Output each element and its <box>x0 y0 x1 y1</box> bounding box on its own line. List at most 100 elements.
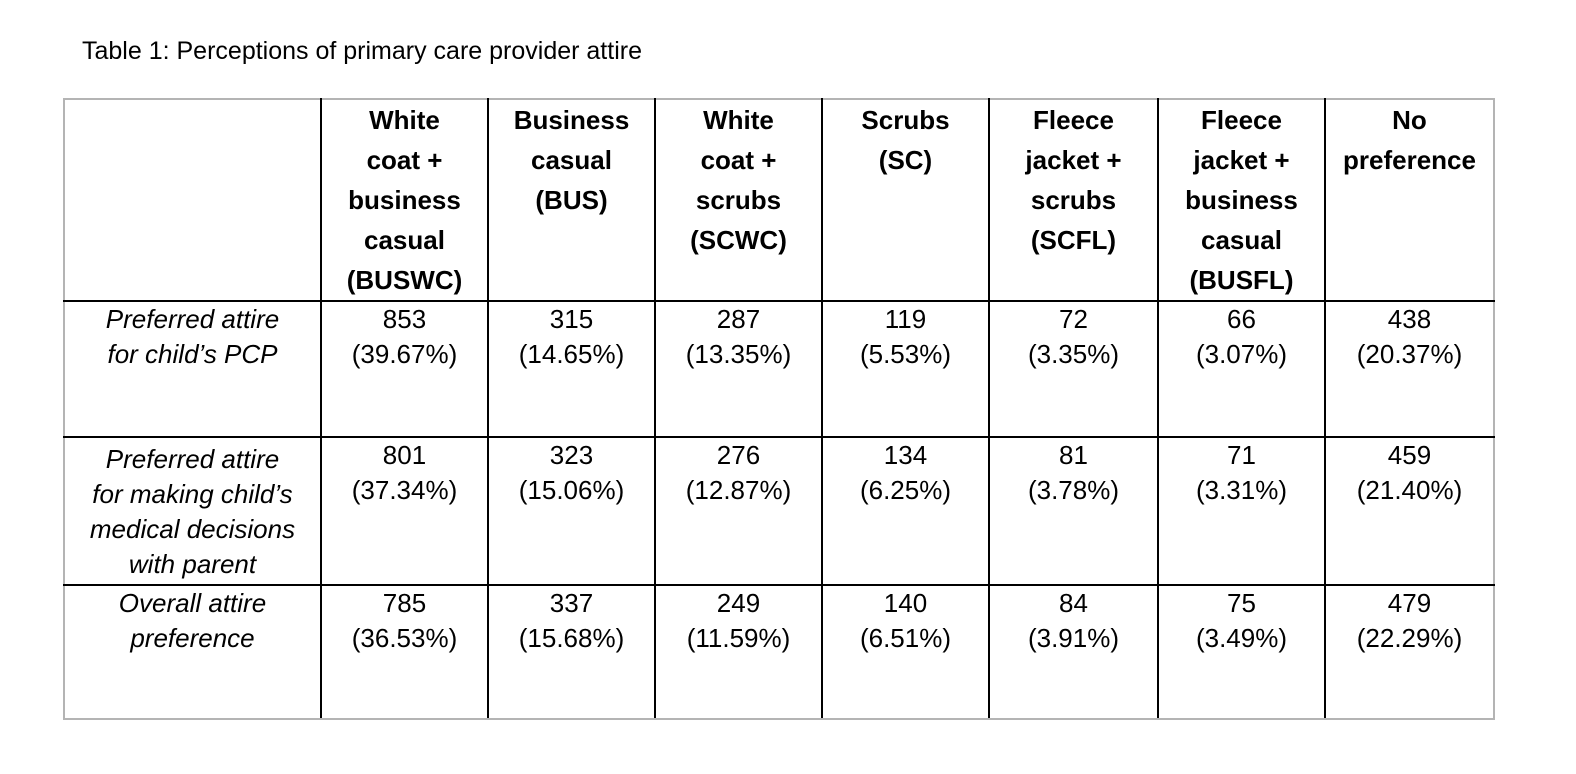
table-cell: 134 (6.25%) <box>821 436 990 586</box>
cell-count: 119 <box>884 304 927 334</box>
empty-corner-cell <box>63 98 322 302</box>
column-header-no-preference: No preference <box>1324 98 1495 302</box>
header-text: business <box>1185 185 1298 215</box>
header-text: preference <box>1343 145 1476 175</box>
table-cell: 459 (21.40%) <box>1324 436 1495 586</box>
cell-percent: (3.35%) <box>1027 339 1120 369</box>
header-text: Fleece <box>1201 105 1282 135</box>
cell-percent: (36.53%) <box>351 623 458 653</box>
table-row: Overall attire preference 785 (36.53%) 33… <box>63 584 1495 720</box>
attire-preference-table: White coat + business casual (BUSWC) Bus… <box>63 98 1495 720</box>
table-cell: 337 (15.68%) <box>487 584 656 720</box>
header-text: jacket + <box>1025 145 1122 175</box>
header-text: business <box>348 185 461 215</box>
cell-count: 785 <box>382 588 427 618</box>
cell-count: 853 <box>382 304 427 334</box>
header-text: Scrubs <box>861 105 950 135</box>
table-cell: 801 (37.34%) <box>320 436 489 586</box>
row-label-text: preference <box>130 623 255 653</box>
cell-percent: (3.91%) <box>1027 623 1120 653</box>
table-cell: 140 (6.51%) <box>821 584 990 720</box>
cell-count: 71 <box>1227 440 1256 470</box>
cell-percent: (3.07%) <box>1195 339 1288 369</box>
column-header-bus: Business casual (BUS) <box>487 98 656 302</box>
row-label-text: Preferred attire <box>105 444 280 474</box>
cell-count: 479 <box>1387 588 1432 618</box>
table-cell: 287 (13.35%) <box>654 300 823 438</box>
row-label-text: medical decisions <box>89 514 296 544</box>
table-cell: 785 (36.53%) <box>320 584 489 720</box>
header-text: Fleece <box>1033 105 1114 135</box>
table-cell: 119 (5.53%) <box>821 300 990 438</box>
table-cell: 84 (3.91%) <box>988 584 1159 720</box>
cell-percent: (39.67%) <box>351 339 458 369</box>
cell-count: 337 <box>549 588 594 618</box>
table-cell: 479 (22.29%) <box>1324 584 1495 720</box>
header-text: No <box>1392 105 1427 135</box>
table-cell: 853 (39.67%) <box>320 300 489 438</box>
table-caption: Table 1: Perceptions of primary care pro… <box>82 37 642 65</box>
cell-count: 315 <box>549 304 594 334</box>
cell-percent: (15.06%) <box>518 475 625 505</box>
header-text: scrubs <box>1030 185 1117 215</box>
header-text: (BUSFL) <box>1189 265 1294 295</box>
header-text: casual <box>1201 225 1282 255</box>
cell-count: 140 <box>883 588 928 618</box>
cell-percent: (15.68%) <box>518 623 625 653</box>
cell-count: 84 <box>1059 588 1088 618</box>
cell-count: 287 <box>716 304 761 334</box>
column-header-busfl: Fleece jacket + business casual (BUSFL) <box>1157 98 1326 302</box>
cell-percent: (14.65%) <box>518 339 625 369</box>
table-header-row: White coat + business casual (BUSWC) Bus… <box>63 98 1495 302</box>
cell-percent: (3.31%) <box>1195 475 1288 505</box>
cell-count: 72 <box>1059 304 1088 334</box>
cell-percent: (3.78%) <box>1027 475 1120 505</box>
header-text: (BUSWC) <box>346 265 463 295</box>
header-text: coat + <box>366 145 443 175</box>
header-text: (SC) <box>878 145 933 175</box>
row-label-child-pcp: Preferred attire for child’s PCP <box>63 300 322 438</box>
cell-percent: (22.29%) <box>1356 623 1463 653</box>
cell-percent: (12.87%) <box>685 475 792 505</box>
cell-percent: (3.49%) <box>1195 623 1288 653</box>
cell-count: 75 <box>1227 588 1256 618</box>
cell-percent: (6.51%) <box>859 623 952 653</box>
cell-percent: (11.59%) <box>686 623 791 653</box>
header-text: casual <box>531 145 612 175</box>
header-text: White <box>703 105 774 135</box>
cell-count: 459 <box>1387 440 1432 470</box>
cell-count: 81 <box>1059 440 1088 470</box>
header-text: casual <box>364 225 445 255</box>
cell-count: 276 <box>716 440 761 470</box>
table-cell: 276 (12.87%) <box>654 436 823 586</box>
header-text: (SCWC) <box>690 225 787 255</box>
cell-percent: (37.34%) <box>351 475 458 505</box>
column-header-buswc: White coat + business casual (BUSWC) <box>320 98 489 302</box>
table-cell: 323 (15.06%) <box>487 436 656 586</box>
cell-percent: (21.40%) <box>1356 475 1463 505</box>
row-label-text: for child’s PCP <box>107 339 278 369</box>
cell-percent: (6.25%) <box>859 475 952 505</box>
header-text: jacket + <box>1193 145 1290 175</box>
column-header-scfl: Fleece jacket + scrubs (SCFL) <box>988 98 1159 302</box>
table-row: Preferred attire for child’s PCP 853 (39.… <box>63 300 1495 438</box>
cell-count: 801 <box>382 440 427 470</box>
header-text: (SCFL) <box>1030 225 1117 255</box>
table-cell: 81 (3.78%) <box>988 436 1159 586</box>
cell-percent: (13.35%) <box>685 339 792 369</box>
table-cell: 71 (3.31%) <box>1157 436 1326 586</box>
table-cell: 438 (20.37%) <box>1324 300 1495 438</box>
table-cell: 249 (11.59%) <box>654 584 823 720</box>
table-cell: 72 (3.35%) <box>988 300 1159 438</box>
cell-percent: (20.37%) <box>1356 339 1463 369</box>
cell-count: 323 <box>549 440 594 470</box>
cell-count: 249 <box>716 588 761 618</box>
row-label-text: Preferred attire <box>105 304 280 334</box>
cell-percent: (5.53%) <box>859 339 952 369</box>
table-row: Preferred attire for making child’s medi… <box>63 436 1495 586</box>
column-header-sc: Scrubs (SC) <box>821 98 990 302</box>
cell-count: 134 <box>883 440 928 470</box>
cell-count: 438 <box>1387 304 1432 334</box>
column-header-scwc: White coat + scrubs (SCWC) <box>654 98 823 302</box>
header-text: Business <box>513 105 630 135</box>
